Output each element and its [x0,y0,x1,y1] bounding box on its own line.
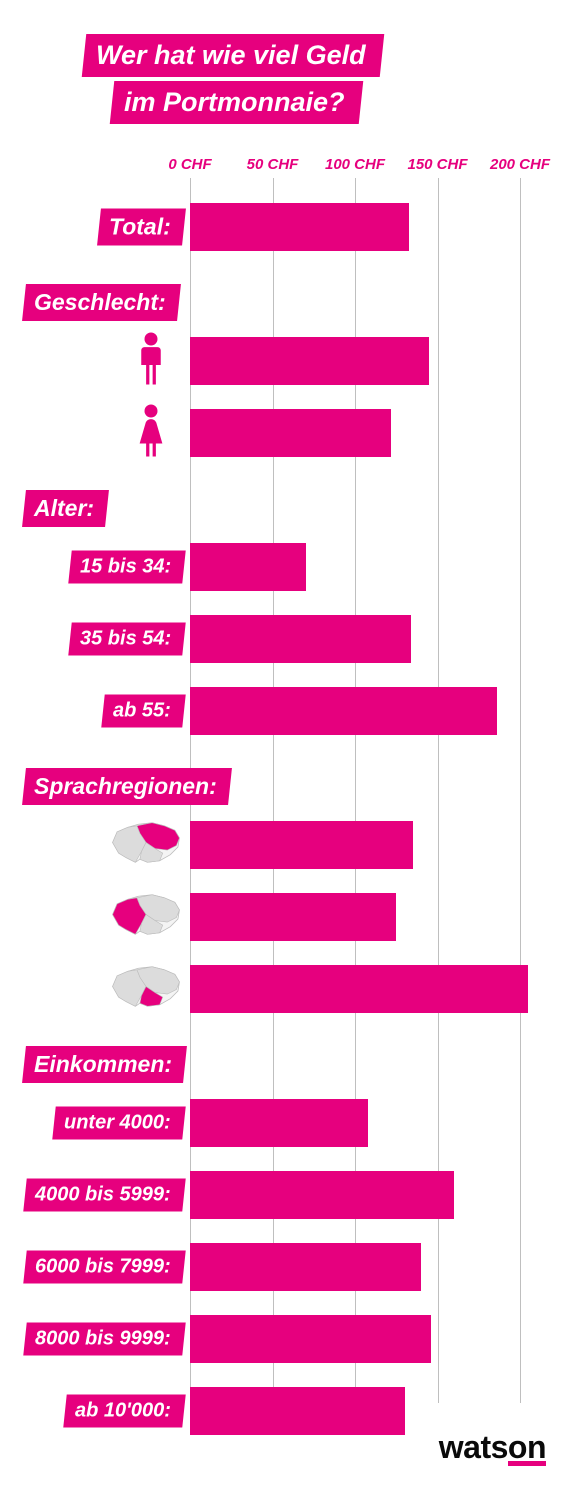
row-label: ab 55: [101,695,185,728]
brand-text-2: on [508,1434,546,1466]
axis-tick-label: 0 CHF [168,156,211,173]
chart-row: 4000 bis 5999: [0,1166,582,1224]
bar [190,893,396,941]
chart-row: ab 55: [0,682,582,740]
brand-logo: watson [439,1429,546,1466]
axis-tick-label: 50 CHF [247,156,299,173]
row-label: ab 10'000: [63,1395,185,1428]
row-label-area: ab 55: [0,682,190,740]
bar [190,409,391,457]
row-label: 4000 bis 5999: [24,1179,186,1212]
section-header: Geschlecht: [0,284,582,321]
row-label-area: 6000 bis 7999: [0,1238,190,1296]
row-label-area: unter 4000: [0,1094,190,1152]
chart-row [0,816,582,874]
row-label-area: 8000 bis 9999: [0,1310,190,1368]
section-header: Sprachregionen: [0,768,582,805]
bar [190,1387,405,1435]
section-label: Geschlecht: [22,284,181,321]
bar [190,1315,431,1363]
axis-tick-label: 200 CHF [490,156,550,173]
chart-row [0,960,582,1018]
row-label-area [0,816,190,874]
section-label: Einkommen: [22,1046,187,1083]
section-label: Sprachregionen: [22,768,232,805]
row-label-area [0,888,190,946]
bar [190,821,413,869]
row-label-area [0,332,190,390]
chart-row [0,404,582,462]
section-label: Alter: [22,490,109,527]
man-icon [130,333,172,390]
bar [190,1243,421,1291]
row-label-area: 4000 bis 5999: [0,1166,190,1224]
row-label-area: ab 10'000: [0,1382,190,1440]
row-label: 35 bis 54: [68,623,186,656]
row-label-area [0,404,190,462]
bar [190,203,409,251]
chart-row: unter 4000: [0,1094,582,1152]
row-label: unter 4000: [53,1107,186,1140]
chart-row: 6000 bis 7999: [0,1238,582,1296]
row-label: 6000 bis 7999: [24,1251,186,1284]
row-label: Total: [97,209,186,246]
map-de-icon [108,818,184,873]
page-title: Wer hat wie viel Geld im Portmonnaie? [84,34,382,128]
bar-chart: 0 CHF50 CHF100 CHF150 CHF200 CHFTotal:Ge… [0,160,582,1420]
bar [190,337,429,385]
section-header: Einkommen: [0,1046,582,1083]
woman-icon [130,405,172,462]
bar [190,687,497,735]
bar [190,1171,454,1219]
map-fr-icon [108,890,184,945]
bar [190,1099,368,1147]
section-header: Alter: [0,490,582,527]
row-label-area: Total: [0,198,190,256]
chart-row: 8000 bis 9999: [0,1310,582,1368]
bar [190,615,411,663]
chart-row: Total: [0,198,582,256]
row-label-area [0,960,190,1018]
map-it-icon [108,962,184,1017]
row-label: 15 bis 34: [68,551,186,584]
chart-row: 35 bis 54: [0,610,582,668]
bar [190,965,528,1013]
row-label-area: 35 bis 54: [0,610,190,668]
row-label-area: 15 bis 34: [0,538,190,596]
axis-tick-label: 150 CHF [407,156,467,173]
title-line-1: Wer hat wie viel Geld [82,34,384,77]
brand-text-1: wats [439,1429,508,1465]
axis-tick-label: 100 CHF [325,156,385,173]
title-line-2: im Portmonnaie? [110,81,363,124]
bar [190,543,306,591]
row-label: 8000 bis 9999: [24,1323,186,1356]
chart-row [0,332,582,390]
chart-row: 15 bis 34: [0,538,582,596]
chart-row [0,888,582,946]
